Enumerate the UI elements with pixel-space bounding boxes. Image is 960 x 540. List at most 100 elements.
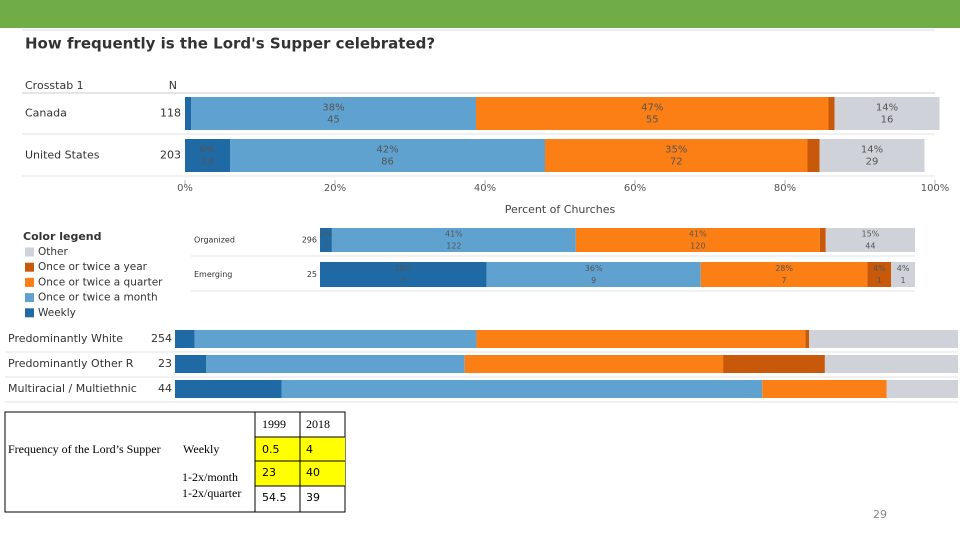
count-label: 86 — [381, 157, 394, 168]
count-label: 122 — [446, 242, 461, 251]
value-label: 36% — [585, 264, 603, 273]
legend-label: Once or twice a quarter — [38, 276, 163, 288]
bar-segment — [185, 97, 191, 130]
count-label: 29 — [866, 157, 879, 168]
table-title: Frequency of the Lord’s Supper — [8, 442, 161, 456]
bar-segment — [175, 380, 282, 398]
table-cell: 39 — [306, 491, 320, 504]
count-label: 9 — [591, 276, 596, 285]
bar-segment — [809, 330, 958, 348]
x-tick-label: 60% — [624, 183, 646, 194]
table-header: 2018 — [306, 417, 330, 431]
value-label: 2% — [320, 230, 333, 239]
legend-swatch — [25, 262, 34, 272]
bar-segment — [486, 262, 701, 287]
bar-segment — [331, 228, 576, 252]
bar-segment — [230, 139, 545, 172]
bar-segment — [206, 355, 465, 373]
n-label: 254 — [151, 332, 172, 345]
bar-segment — [194, 330, 477, 348]
legend-swatch — [25, 293, 34, 303]
value-label: 14% — [876, 103, 898, 114]
value-label: 14% — [861, 145, 883, 156]
bar-segment — [762, 380, 887, 398]
value-label: 41% — [689, 230, 707, 239]
bar-segment — [819, 228, 826, 252]
value-label: 6% — [200, 145, 216, 156]
bar-segment — [723, 355, 825, 373]
value-label: 4% — [873, 264, 886, 273]
bar-segment — [575, 228, 820, 252]
category-label: Organized — [194, 236, 235, 245]
x-tick-label: 0% — [177, 183, 193, 194]
bar-segment — [824, 355, 958, 373]
legend-label: Other — [38, 246, 68, 258]
count-label: 1 — [877, 276, 882, 285]
table-cell: 0.5 — [262, 443, 280, 456]
x-tick-label: 20% — [324, 183, 346, 194]
legend-label: Weekly — [38, 307, 76, 319]
row-label: 1-2x/month — [182, 470, 238, 484]
bar-segment — [185, 139, 230, 172]
category-label: Emerging — [194, 270, 232, 279]
bar-segment — [886, 380, 958, 398]
value-label: 38% — [322, 103, 344, 114]
table-cell: 54.5 — [262, 491, 287, 504]
n-label: 44 — [158, 382, 172, 395]
table: 1999 2018 Frequency of the Lord’s Supper… — [4, 411, 346, 513]
count-label: 44 — [865, 242, 875, 251]
bar-segment — [807, 139, 820, 172]
bar-segment — [191, 97, 476, 130]
category-label: Predominantly Other R — [8, 357, 134, 370]
bar-segment — [825, 228, 915, 252]
x-tick-label: 100% — [921, 183, 950, 194]
table-cell: 4 — [306, 443, 313, 456]
value-label: 42% — [376, 145, 398, 156]
value-label: 35% — [665, 145, 687, 156]
count-label: 7 — [323, 242, 328, 251]
count-label: 1 — [901, 276, 906, 285]
legend-swatch — [25, 277, 34, 287]
table-cell: 23 — [262, 466, 276, 479]
n-label: 25 — [307, 270, 317, 279]
x-axis-label: Percent of Churches — [505, 203, 616, 216]
bar-segment — [545, 139, 808, 172]
n-header: N — [169, 79, 177, 92]
count-label: 7 — [401, 276, 406, 285]
row-label: 1-2x/quarter — [182, 486, 241, 500]
crosstab-header: Crosstab 1 — [25, 79, 84, 92]
legend-swatch — [25, 308, 34, 318]
n-label: 203 — [160, 149, 181, 162]
legend-label: Once or twice a month — [38, 292, 158, 304]
row-label: Weekly — [183, 442, 219, 456]
count-label: 120 — [690, 242, 705, 251]
table-cell: 40 — [306, 466, 320, 479]
count-label: 55 — [646, 115, 659, 126]
header-bar — [0, 0, 960, 28]
bar-segment — [819, 139, 925, 172]
bar-segment — [281, 380, 763, 398]
count-label: 7 — [782, 276, 787, 285]
n-label: 118 — [160, 107, 181, 120]
value-label: 28% — [394, 264, 412, 273]
count-label: 13 — [201, 157, 214, 168]
legend-label: Once or twice a year — [38, 261, 148, 273]
bar-segment — [891, 262, 915, 287]
value-label: 4% — [897, 264, 910, 273]
table-header: 1999 — [262, 417, 286, 431]
count-label: 45 — [327, 115, 340, 126]
bar-segment — [476, 97, 829, 130]
category-label: Predominantly White — [8, 332, 123, 345]
bar-segment — [464, 355, 724, 373]
value-label: 47% — [641, 103, 663, 114]
category-label: United States — [25, 149, 100, 162]
bar-segment — [828, 97, 835, 130]
bar-segment — [320, 228, 332, 252]
bar-segment — [175, 355, 207, 373]
bar-segment — [834, 97, 940, 130]
category-label: Canada — [25, 107, 67, 120]
bar-segment — [320, 262, 487, 287]
legend-swatch — [25, 247, 34, 257]
